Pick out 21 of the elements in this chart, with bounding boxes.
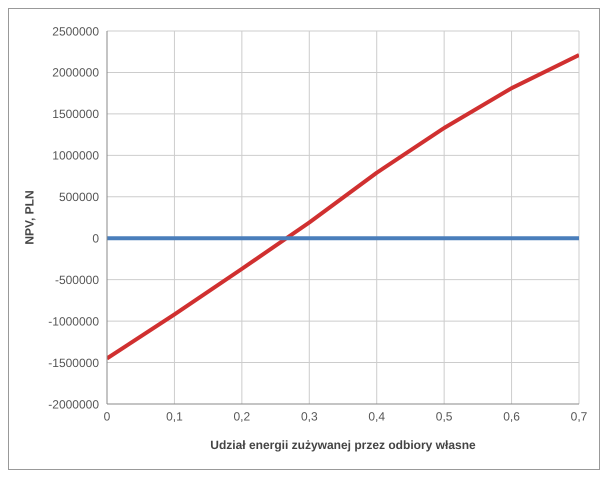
x-tick-label: 0,1 bbox=[166, 410, 184, 424]
y-tick-label: 1000000 bbox=[52, 148, 100, 163]
x-tick-label: 0,6 bbox=[503, 410, 520, 424]
y-tick-label: 500000 bbox=[58, 190, 100, 204]
y-tick-label: 2000000 bbox=[52, 66, 100, 80]
x-tick-label: 0,7 bbox=[570, 410, 588, 424]
y-tick-label: 1500000 bbox=[52, 107, 100, 122]
y-tick-label: -500000 bbox=[54, 272, 100, 287]
y-tick-label: -1000000 bbox=[48, 314, 100, 328]
line-series bbox=[107, 53, 579, 360]
y-tick-label: 0 bbox=[92, 231, 100, 246]
y-tick-label: 2500000 bbox=[52, 24, 100, 38]
x-axis-title: Udział energii zużywanej przez odbiory własne bbox=[210, 438, 476, 452]
y-axis-title: NPV, PLN bbox=[22, 190, 36, 245]
x-tick-label: 0,5 bbox=[436, 410, 453, 424]
x-tick-label: 0 bbox=[104, 410, 111, 424]
y-tick-label: -1500000 bbox=[48, 356, 100, 370]
x-tick-label: 0,3 bbox=[300, 410, 318, 424]
y-tick-label: -2000000 bbox=[48, 397, 100, 412]
x-tick-label: 0,2 bbox=[234, 410, 251, 424]
x-tick-label: 0,4 bbox=[368, 410, 386, 424]
